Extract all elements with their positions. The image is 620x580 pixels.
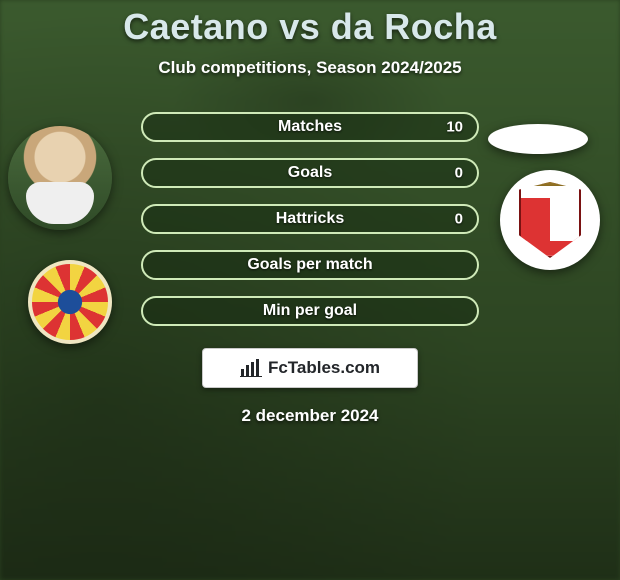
stat-value: 10 <box>446 119 463 136</box>
stat-row-min-per-goal: Min per goal <box>141 296 479 326</box>
oval-badge-right <box>488 124 588 154</box>
stat-value: 0 <box>455 165 463 182</box>
stat-row-hattricks: Hattricks 0 <box>141 204 479 234</box>
shield-icon <box>519 182 581 258</box>
player-photo-left <box>8 126 112 230</box>
stat-label: Hattricks <box>276 210 344 228</box>
stat-row-goals-per-match: Goals per match <box>141 250 479 280</box>
stat-row-goals: Goals 0 <box>141 158 479 188</box>
brand-text: FcTables.com <box>268 358 380 378</box>
stat-label: Min per goal <box>263 302 357 320</box>
stat-row-matches: Matches 10 <box>141 112 479 142</box>
stat-value: 0 <box>455 211 463 228</box>
club-crest-right <box>500 170 600 270</box>
stat-label: Goals per match <box>247 256 372 274</box>
brand-badge: FcTables.com <box>202 348 418 388</box>
infographic: Caetano vs da Rocha Club competitions, S… <box>0 0 620 580</box>
stat-label: Matches <box>278 118 342 136</box>
club-crest-left <box>28 260 112 344</box>
date-label: 2 december 2024 <box>241 406 378 426</box>
subtitle: Club competitions, Season 2024/2025 <box>158 58 461 78</box>
stat-label: Goals <box>288 164 332 182</box>
bar-chart-icon <box>240 359 262 377</box>
page-title: Caetano vs da Rocha <box>123 6 497 48</box>
stats-list: Matches 10 Goals 0 Hattricks 0 Goals per… <box>141 112 479 326</box>
